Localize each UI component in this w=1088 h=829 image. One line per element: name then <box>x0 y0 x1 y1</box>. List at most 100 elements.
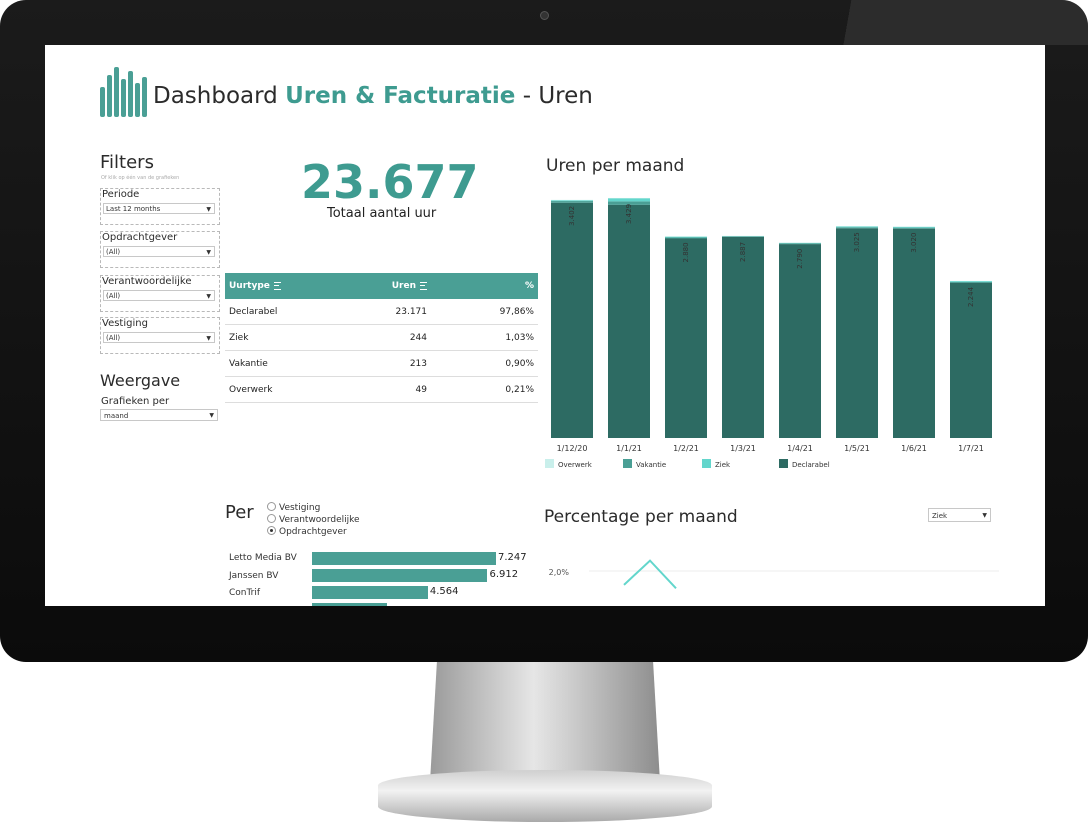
select-value: maand <box>104 412 129 420</box>
legend-label: Ziek <box>715 461 731 469</box>
chevron-down-icon: ▼ <box>982 512 987 519</box>
table-header-row: Uurtype Uren % <box>225 273 538 299</box>
kpi-value: 23.677 <box>301 155 479 209</box>
bar-segment-declarabel[interactable] <box>836 228 878 438</box>
radio-label: Verantwoordelijke <box>279 515 360 525</box>
bar-segment-declarabel[interactable] <box>950 282 992 438</box>
filter-label: Verantwoordelijke <box>102 276 192 287</box>
y-tick-label: 2,0% <box>549 568 570 577</box>
sort-icon[interactable] <box>273 281 281 290</box>
bar-total-label: 2.887 <box>739 242 747 262</box>
col-label: Uren <box>391 281 416 291</box>
bar-segment-ziek[interactable] <box>551 200 593 202</box>
hbar[interactable] <box>312 603 387 606</box>
radio-vestiging[interactable]: Vestiging <box>267 502 320 513</box>
bar-segment-declarabel[interactable] <box>893 228 935 438</box>
title-highlight: Uren & Facturatie <box>285 83 516 109</box>
bar-segment-vakantie[interactable] <box>836 227 878 229</box>
cell-uurtype: Ziek <box>225 324 343 351</box>
table-row[interactable]: Overwerk 49 0,21% <box>225 376 538 403</box>
percentage-per-maand-chart: 2,0% <box>549 559 999 590</box>
chart-title-uren-per-maand: Uren per maand <box>546 156 685 176</box>
monitor-stand <box>430 662 660 782</box>
cell-uren: 244 <box>343 324 431 351</box>
bar-segment-vakantie[interactable] <box>608 201 650 205</box>
bar-segment-ziek[interactable] <box>893 226 935 228</box>
legend-item: Ziek <box>702 459 731 469</box>
weergave-heading: Weergave <box>100 371 181 390</box>
hbar-value: 7.247 <box>498 552 527 563</box>
periode-select[interactable]: Last 12 months ▼ <box>103 203 215 214</box>
bar-segment-declarabel[interactable] <box>665 238 707 439</box>
legend-label: Overwerk <box>558 461 593 469</box>
camera-icon <box>540 11 549 20</box>
legend-swatch <box>623 459 632 468</box>
bar-segment-ziek[interactable] <box>608 198 650 202</box>
bar-segment-vakantie[interactable] <box>551 201 593 203</box>
col-uurtype[interactable]: Uurtype <box>225 273 343 299</box>
legend-swatch <box>702 459 711 468</box>
opdrachtgever-select[interactable]: (All) ▼ <box>103 246 215 257</box>
cell-uurtype: Vakantie <box>225 350 343 377</box>
bar-segment-vakantie[interactable] <box>665 237 707 239</box>
legend-label: Declarabel <box>792 461 830 469</box>
col-uren[interactable]: Uren <box>343 273 431 299</box>
hbar[interactable] <box>312 569 488 582</box>
verantwoordelijke-select[interactable]: (All) ▼ <box>103 290 215 301</box>
hbar[interactable] <box>312 586 428 599</box>
bar-total-label: 2.790 <box>796 249 804 269</box>
select-value: Ziek <box>932 512 948 520</box>
per-heading: Per <box>225 502 254 523</box>
sort-icon[interactable] <box>420 281 427 290</box>
bar-segment-declarabel[interactable] <box>551 202 593 438</box>
bar-segment-vakantie[interactable] <box>893 227 935 229</box>
cell-percent: 1,03% <box>431 324 538 351</box>
radio-opdrachtgever[interactable]: Opdrachtgever <box>267 526 347 537</box>
table-row[interactable]: Ziek 244 1,03% <box>225 324 538 351</box>
filter-periode: Periode Last 12 months ▼ <box>100 188 220 225</box>
bar-segment-vakantie[interactable] <box>950 281 992 283</box>
bar-segment-vakantie[interactable] <box>779 243 821 245</box>
bar-total-label: 3.025 <box>853 232 861 252</box>
table-row[interactable]: Declarabel 23.171 97,86% <box>225 299 538 325</box>
filter-verantwoordelijke: Verantwoordelijke (All) ▼ <box>100 275 220 312</box>
chevron-down-icon: ▼ <box>206 206 211 213</box>
bar-segment-declarabel[interactable] <box>779 244 821 438</box>
grafieken-label: Grafieken per <box>101 396 170 407</box>
kpi-label: Totaal aantal uur <box>327 206 437 221</box>
vestiging-select[interactable]: (All) ▼ <box>103 332 215 343</box>
hbar[interactable] <box>312 552 496 565</box>
x-tick-label: 1/3/21 <box>730 444 756 453</box>
legend-item: Vakantie <box>623 459 666 469</box>
title-suffix: - Uren <box>522 83 593 109</box>
x-tick-label: 1/5/21 <box>844 444 870 453</box>
bar-segment-ziek[interactable] <box>836 226 878 228</box>
filters-hint: Of klik op één van de grafieken <box>101 175 180 181</box>
logo-icon <box>100 67 148 117</box>
grafieken-select[interactable]: maand ▼ <box>100 409 218 421</box>
title-prefix: Dashboard <box>153 83 278 109</box>
bar-segment-ziek[interactable] <box>950 281 992 282</box>
legend-swatch <box>779 459 788 468</box>
radio-selected-icon <box>267 526 276 535</box>
bar-total-label: 3.429 <box>625 204 633 224</box>
x-tick-label: 1/1/21 <box>616 444 642 453</box>
bar-segment-declarabel[interactable] <box>722 236 764 438</box>
bar-total-label: 2.244 <box>967 286 975 307</box>
x-tick-label: 1/2/21 <box>673 444 699 453</box>
hbar-value: 4.564 <box>429 586 459 597</box>
select-value: (All) <box>106 248 121 256</box>
radio-verantwoordelijke[interactable]: Verantwoordelijke <box>267 514 360 525</box>
col-percent[interactable]: % <box>431 273 538 299</box>
radio-icon <box>267 514 276 523</box>
legend-item: Overwerk <box>545 459 593 469</box>
bar-segment-declarabel[interactable] <box>608 204 650 438</box>
uren-per-maand-chart: 3.402 1/12/20 3.429 1/1/21 2.880 1/2/21 2.887 1… <box>545 197 992 469</box>
bar-segment-ziek[interactable] <box>665 236 707 238</box>
measure-select[interactable]: Ziek ▼ <box>928 508 991 522</box>
chevron-down-icon: ▼ <box>206 249 211 256</box>
table-row[interactable]: Vakantie 213 0,90% <box>225 350 538 377</box>
hbar-label: ConTrif <box>229 588 261 598</box>
chart-title-percentage: Percentage per maand <box>544 507 738 527</box>
cell-uren: 49 <box>343 376 431 403</box>
